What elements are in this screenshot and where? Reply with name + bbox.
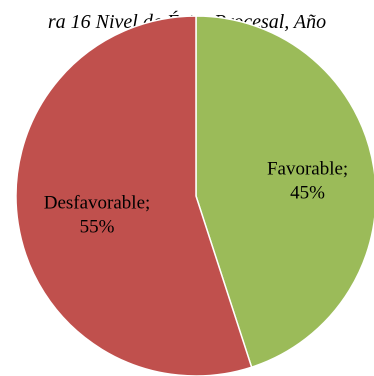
pie-labels: Favorable; 45% Desfavorable; 55% [44, 158, 349, 237]
pie-label-name: Desfavorable; [44, 193, 151, 214]
pie-label-value: 45% [290, 182, 325, 203]
pie-slices [15, 15, 374, 376]
pie-slice-desfavorable [15, 15, 253, 376]
pie-label-desfavorable: Desfavorable; 55% [44, 193, 151, 238]
pie-label-value: 55% [80, 217, 115, 238]
pie-label-favorable: Favorable; 45% [267, 158, 348, 203]
pie-label-name: Favorable; [267, 158, 348, 179]
